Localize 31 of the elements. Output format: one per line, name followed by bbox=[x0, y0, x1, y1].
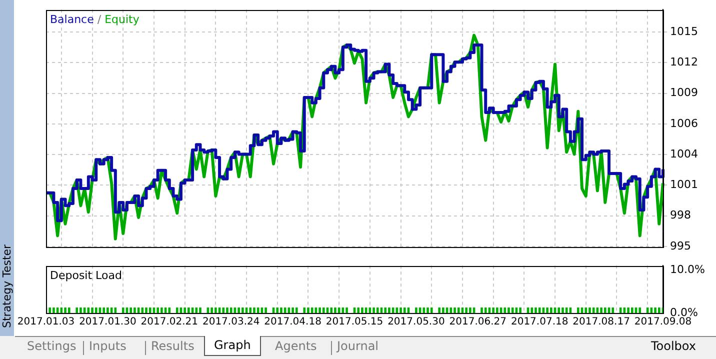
x-tick-label: 2017.08.17 bbox=[572, 316, 630, 328]
y-tick-label: 1012 bbox=[670, 56, 698, 69]
y-tick-label: 1004 bbox=[670, 147, 698, 160]
x-tick-label: 2017.03.24 bbox=[202, 316, 260, 328]
text: Results bbox=[151, 339, 194, 353]
text: Journal bbox=[337, 339, 379, 353]
x-tick-label: 2017.06.27 bbox=[449, 316, 507, 328]
x-tick-label: 2017.05.15 bbox=[326, 316, 384, 328]
text: Settings bbox=[27, 339, 76, 353]
x-tick-label: 2017.01.30 bbox=[79, 316, 136, 328]
x-tick-label: 2017.07.18 bbox=[510, 316, 568, 328]
y-tick-label: 10.0% bbox=[670, 263, 705, 276]
y-tick-label: 1009 bbox=[670, 86, 698, 100]
text: Balance bbox=[50, 12, 94, 26]
text: Inputs bbox=[89, 339, 126, 353]
x-tick-label: 2017.01.03 bbox=[17, 316, 75, 328]
y-tick-label: 995 bbox=[670, 239, 691, 252]
y-tick-label: 998 bbox=[670, 208, 691, 222]
x-tick-label: 2017.05.30 bbox=[388, 316, 445, 328]
text: Equity bbox=[104, 12, 140, 26]
y-tick-label: 1006 bbox=[670, 116, 698, 130]
x-tick-label: 2017.09.08 bbox=[634, 316, 692, 328]
x-tick-label: 2017.02.21 bbox=[140, 316, 198, 328]
x-tick-label: 2017.04.18 bbox=[264, 316, 322, 328]
text: Toolbox bbox=[651, 339, 696, 353]
y-tick-label: 1001 bbox=[670, 178, 698, 192]
y-tick-label: 1015 bbox=[670, 24, 698, 38]
text: Strategy Tester bbox=[0, 244, 14, 328]
annotation: / bbox=[94, 12, 105, 26]
text: Agents bbox=[275, 339, 317, 353]
chart-title: Deposit Load bbox=[50, 268, 122, 282]
